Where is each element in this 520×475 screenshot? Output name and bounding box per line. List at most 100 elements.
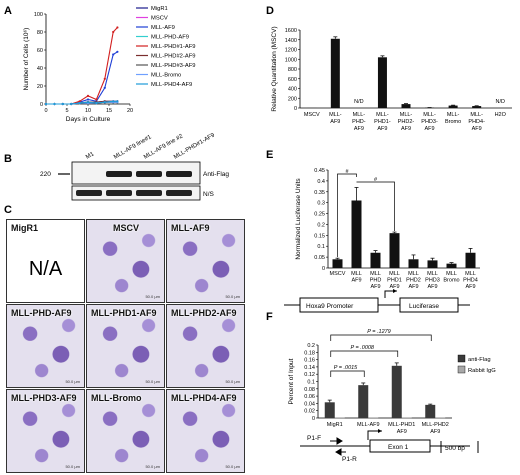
micrograph-na: N/A: [28, 258, 63, 280]
y-tick-label: 0.14: [304, 365, 315, 371]
micrograph-mll-phd2-af9: MLL-PHD2-AF9 50.0 μm: [166, 304, 245, 388]
chart-d-relative-quantitation: 0 200 400 600 800 1000 1200 1400 1600 Relative Qu…: [271, 26, 512, 132]
tss-arrow-icon: [384, 290, 397, 298]
category-label: MLL: [465, 271, 476, 277]
x-tick-label: 10: [85, 108, 91, 114]
y-tick-label: 800: [288, 67, 297, 73]
micrograph-mll-phd-af9: MLL-PHD-AF9 50.0 μm: [6, 304, 85, 388]
bar: [351, 200, 362, 268]
y-tick-label: 0.05: [314, 255, 325, 261]
legend-label: MLL-PHD#2-AF9: [151, 54, 195, 60]
category-label: PHD2: [406, 278, 421, 284]
tss-arrowhead-icon: [378, 429, 382, 433]
bar: [465, 252, 476, 268]
panel-label-b: B: [4, 153, 12, 165]
bar: [332, 259, 343, 268]
panel-label-d: D: [266, 5, 274, 17]
micrograph-title: MLL-PHD2-AF9: [171, 308, 237, 318]
significance-mark: #: [345, 169, 349, 175]
y-axis-label: Number of Cells (10⁶): [23, 28, 30, 91]
legend-label: MLL-PHD4-AF9: [151, 82, 192, 88]
reporter-label: Luciferase: [409, 303, 439, 310]
micrograph-mll-phd1-af9: MLL-PHD1-AF9 50.0 μm: [86, 304, 165, 388]
series-line: [46, 51, 118, 105]
bar: [408, 259, 419, 268]
legend-swatch: [457, 354, 466, 363]
bar: [389, 233, 400, 268]
micrograph-scale: 50.0 μm: [225, 464, 240, 469]
category-label: MLL-: [447, 112, 460, 118]
y-tick-label: 40: [37, 66, 43, 72]
y-tick-label: 1000: [285, 57, 297, 63]
data-point: [61, 102, 64, 106]
category-label: Bromo: [445, 119, 461, 125]
construct-diagram: Hoxa9 Promoter Luciferase: [284, 289, 470, 313]
data-point: [103, 101, 106, 104]
category-label: PHD-: [352, 119, 366, 125]
panel-label-f: F: [266, 311, 273, 323]
pvalue-bracket: [330, 350, 399, 357]
bar: [370, 252, 381, 268]
y-tick-label: 60: [37, 48, 43, 54]
category-label: AF9: [354, 126, 364, 132]
category-label: MLL: [389, 271, 400, 277]
y-tick-label: 0: [312, 416, 315, 422]
micrograph-title: MigR1: [11, 223, 38, 233]
bar: [448, 105, 458, 108]
bar: [334, 417, 345, 419]
y-tick-label: 0.08: [304, 387, 315, 393]
chart-a-growth-curve: 0 5 10 15 20 0 20 40 60 80 100 Days in Culture Numbe…: [23, 6, 195, 123]
micrograph-mll-af9: MLL-AF9 50.0 μm: [166, 219, 245, 303]
y-tick-label: 0.2: [317, 222, 325, 228]
reporter-box: [399, 297, 459, 313]
category-label: MLL: [427, 271, 438, 277]
category-label: MSCV: [330, 271, 346, 277]
micrograph-title: MSCV: [113, 223, 140, 233]
micrograph-title: MLL-PHD4-AF9: [171, 393, 237, 403]
legend-label: MLL-Bromo: [151, 73, 181, 79]
blot-band-ns: [166, 190, 192, 196]
y-tick-label: 600: [288, 77, 297, 83]
panel-label-c: C: [4, 204, 12, 216]
series-line: [46, 100, 118, 105]
y-tick-label: 0.06: [304, 394, 315, 400]
category-label: AF9: [427, 284, 437, 290]
gene-map: Exon 1 P1-F P1-R 500 bp: [300, 429, 479, 463]
data-point: [86, 94, 90, 97]
bar: [401, 417, 412, 419]
micrograph-title: MLL-PHD-AF9: [11, 308, 72, 318]
blot-band-label-flag: Anti-Flag: [203, 171, 229, 178]
bar: [358, 385, 369, 418]
category-label: PHD3-: [421, 119, 438, 125]
y-tick-label: 1200: [285, 48, 297, 54]
primer-forward-label: P1-F: [307, 435, 321, 442]
panel-label-a: A: [4, 5, 12, 17]
legend-label: MLL-PHD#1-AF9: [151, 44, 195, 50]
blot-band-flag: [166, 171, 192, 177]
blot-band-flag: [106, 171, 132, 177]
category-label: AF9: [351, 278, 361, 284]
category-label: PHD1-: [374, 119, 391, 125]
x-tick-label: 5: [65, 108, 68, 114]
y-tick-label: 0.1: [317, 244, 325, 250]
chart-f-chip: 00.02 0.040.060.080.1 0.120.140.16 0.180.2 P…: [288, 329, 496, 435]
category-label: MLL-: [329, 112, 342, 118]
tss-arrow-icon: [367, 430, 382, 440]
panel-label-e: E: [266, 149, 273, 161]
data-point: [78, 100, 81, 103]
category-label: AF9: [397, 429, 407, 435]
y-tick-label: 1400: [285, 38, 297, 44]
x-axis-label: Days in Culture: [66, 116, 111, 123]
category-label: PHD1: [387, 278, 402, 284]
category-label: AF9: [430, 429, 440, 435]
category-label: AF9: [401, 126, 411, 132]
category-label: PHD3: [425, 278, 440, 284]
data-point: [116, 100, 119, 103]
y-axis-label: Relative Quantitation (MSCV): [271, 26, 278, 111]
category-label: AF9: [370, 284, 380, 290]
category-label: MLL-: [470, 112, 483, 118]
legend-swatch: [457, 365, 466, 374]
annotation: N/D: [354, 99, 364, 105]
y-tick-label: 0: [322, 266, 325, 272]
data-point: [53, 102, 56, 106]
